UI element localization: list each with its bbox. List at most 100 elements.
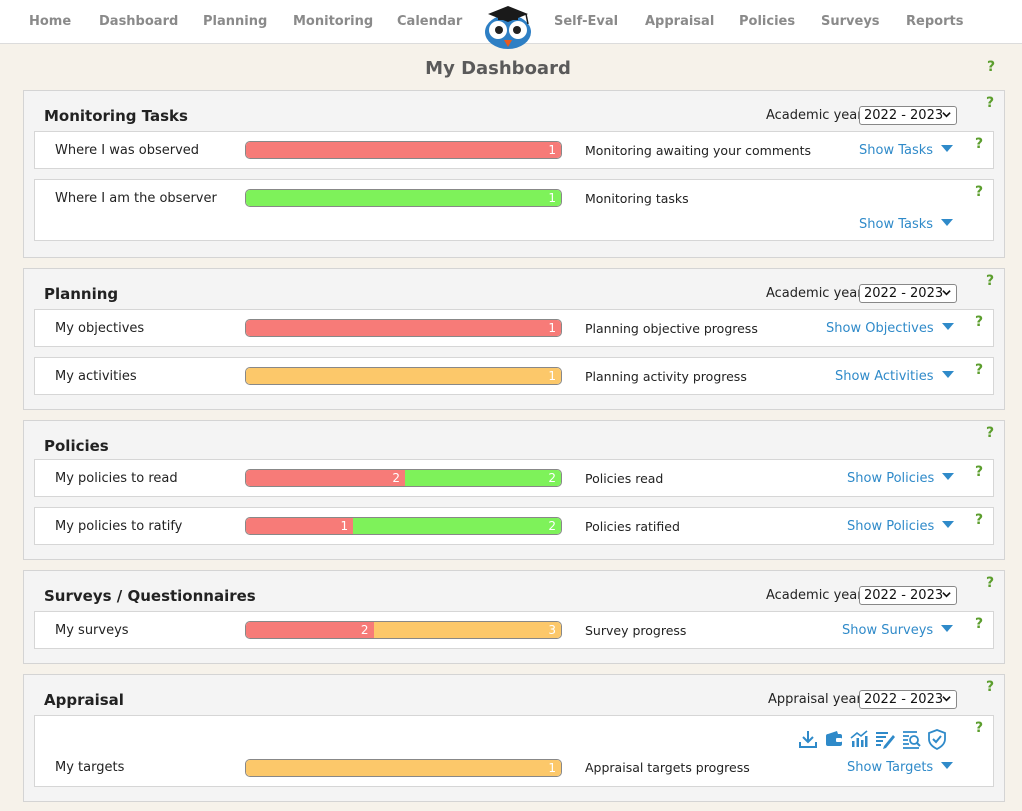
academic-year-select[interactable]: 2022 - 2023 (859, 586, 957, 605)
policies-row-read: My policies to read 2 2 Policies read Sh… (34, 459, 994, 497)
progress-segment-red: 2 (246, 470, 406, 486)
monitoring-panel: Monitoring Tasks ? Academic year 2022 - … (23, 90, 1005, 258)
academic-year-value: 2022 - 2023 (864, 108, 944, 123)
shield-check-icon[interactable] (926, 728, 948, 750)
download-icon[interactable] (797, 728, 819, 750)
row-help-icon[interactable]: ? (975, 616, 984, 632)
row-label: My policies to read (55, 471, 178, 486)
show-policies-link[interactable]: Show Policies (847, 471, 955, 486)
monitoring-row-observer: Where I am the observer 1 Monitoring tas… (34, 179, 994, 241)
nav-reports[interactable]: Reports (906, 14, 964, 29)
progress-segment-green: 1 (246, 190, 561, 206)
progress-segment-red: 1 (246, 320, 561, 336)
nav-policies[interactable]: Policies (739, 14, 796, 29)
appraisal-year-select[interactable]: 2022 - 2023 (859, 690, 957, 709)
owl-logo-icon[interactable] (482, 2, 534, 50)
wallet-icon[interactable] (823, 728, 845, 750)
show-tasks-link[interactable]: Show Tasks (859, 143, 954, 158)
segment-count: 1 (340, 519, 349, 533)
monitoring-row-observed: Where I was observed 1 Monitoring awaiti… (34, 131, 994, 169)
segment-count: 3 (548, 623, 556, 637)
academic-year-select[interactable]: 2022 - 2023 (859, 106, 957, 125)
row-help-icon[interactable]: ? (975, 136, 984, 152)
nav-self-eval[interactable]: Self-Eval (554, 14, 619, 29)
show-activities-link[interactable]: Show Activities (835, 369, 954, 384)
search-document-icon[interactable] (900, 728, 922, 750)
chevron-down-icon (942, 696, 951, 702)
row-help-icon[interactable]: ? (975, 314, 984, 330)
academic-year-select[interactable]: 2022 - 2023 (859, 284, 957, 303)
row-label: My targets (55, 760, 125, 775)
progress-bar: 2 2 (245, 469, 562, 487)
segment-count: 1 (548, 369, 556, 383)
row-help-icon[interactable]: ? (975, 720, 984, 736)
surveys-row-my-surveys: My surveys 2 3 Survey progress Show Surv… (34, 611, 994, 649)
surveys-panel: Surveys / Questionnaires ? Academic year… (23, 570, 1005, 664)
show-targets-link[interactable]: Show Targets (847, 760, 954, 775)
segment-count: 1 (548, 191, 556, 205)
dropdown-triangle-icon (942, 473, 955, 480)
academic-year-value: 2022 - 2023 (864, 286, 944, 301)
chevron-down-icon (942, 592, 951, 598)
appraisal-title: Appraisal (44, 691, 124, 709)
planning-row-activities: My activities 1 Planning activity progre… (34, 357, 994, 395)
policies-help-icon[interactable]: ? (986, 425, 995, 441)
policies-panel: Policies ? My policies to read 2 2 Polic… (23, 420, 1005, 560)
nav-home[interactable]: Home (29, 14, 72, 29)
nav-surveys[interactable]: Surveys (821, 14, 880, 29)
row-label: My policies to ratify (55, 519, 183, 534)
progress-segment-red: 2 (246, 622, 374, 638)
dropdown-triangle-icon (941, 219, 954, 226)
top-nav: Home Dashboard Planning Monitoring Calen… (0, 0, 1022, 49)
planning-help-icon[interactable]: ? (986, 273, 995, 289)
chart-icon[interactable] (848, 728, 870, 750)
dropdown-triangle-icon (941, 145, 954, 152)
segment-count: 2 (360, 623, 369, 637)
planning-title: Planning (44, 285, 119, 303)
chevron-down-icon (942, 112, 951, 118)
progress-bar: 1 (245, 189, 562, 207)
academic-year-value: 2022 - 2023 (864, 588, 944, 603)
progress-bar: 1 2 (245, 517, 562, 535)
nav-planning[interactable]: Planning (203, 14, 268, 29)
row-help-icon[interactable]: ? (975, 184, 984, 200)
show-objectives-link[interactable]: Show Objectives (826, 321, 954, 336)
nav-monitoring[interactable]: Monitoring (293, 14, 374, 29)
segment-count: 1 (548, 321, 556, 335)
progress-segment-green: 2 (353, 518, 561, 534)
progress-segment-amber: 1 (246, 760, 561, 776)
policies-row-ratify: My policies to ratify 1 2 Policies ratif… (34, 507, 994, 545)
edit-list-icon[interactable] (874, 728, 896, 750)
dropdown-triangle-icon (941, 371, 954, 378)
progress-bar: 1 (245, 141, 562, 159)
row-help-icon[interactable]: ? (975, 362, 984, 378)
appraisal-help-icon[interactable]: ? (986, 679, 995, 695)
progress-label: Monitoring tasks (585, 191, 689, 206)
surveys-help-icon[interactable]: ? (986, 575, 995, 591)
row-help-icon[interactable]: ? (975, 464, 984, 480)
progress-label: Survey progress (585, 623, 687, 638)
monitoring-help-icon[interactable]: ? (986, 95, 995, 111)
page-help-icon[interactable]: ? (987, 59, 996, 75)
row-label: Where I was observed (55, 143, 200, 158)
show-tasks-link[interactable]: Show Tasks (859, 217, 954, 232)
progress-segment-amber: 3 (373, 622, 561, 638)
progress-bar: 1 (245, 367, 562, 385)
show-surveys-link[interactable]: Show Surveys (842, 623, 954, 638)
segment-count: 2 (548, 519, 556, 533)
show-policies-link[interactable]: Show Policies (847, 519, 955, 534)
nav-calendar[interactable]: Calendar (397, 14, 463, 29)
row-help-icon[interactable]: ? (975, 512, 984, 528)
segment-count: 2 (392, 471, 401, 485)
segment-count: 1 (548, 143, 556, 157)
segment-count: 1 (548, 761, 556, 775)
appraisal-row-targets: My targets 1 Appraisal targets progress … (34, 715, 994, 787)
progress-label: Policies ratified (585, 519, 680, 534)
nav-appraisal[interactable]: Appraisal (645, 14, 715, 29)
nav-dashboard[interactable]: Dashboard (99, 14, 179, 29)
academic-year-label: Academic year (766, 588, 863, 603)
progress-segment-green: 2 (405, 470, 561, 486)
appraisal-year-value: 2022 - 2023 (864, 692, 944, 707)
row-label: My activities (55, 369, 137, 384)
progress-bar: 2 3 (245, 621, 562, 639)
